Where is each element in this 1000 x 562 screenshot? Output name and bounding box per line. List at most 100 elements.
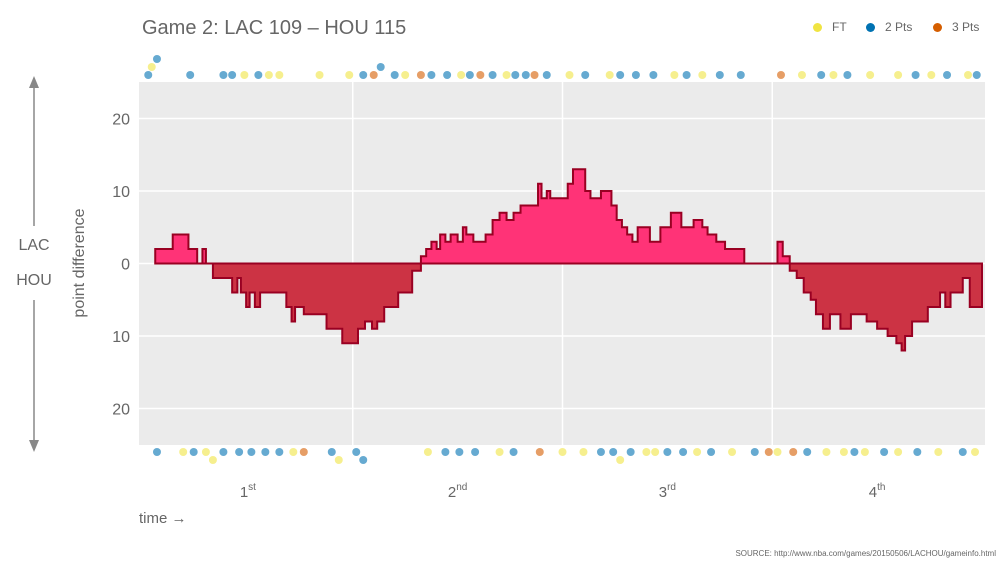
lac-score-dot-ft [502,71,511,79]
hou-score-dot-ft [971,448,980,456]
hou-score-dot-ft [822,448,831,456]
lac-score-dot-3pt [369,71,378,79]
hou-score-dot-ft [334,456,343,464]
legend-label-ft: FT [832,20,847,34]
quarter-label-4: 4th [869,482,886,501]
hou-score-dot-2pt [261,448,270,456]
lac-score-dot-2pt [254,71,263,79]
hou-score-dot-2pt [850,448,859,456]
hou-score-dot-ft [558,448,567,456]
hou-score-dot-ft [201,448,210,456]
lac-score-dot-2pt [228,71,237,79]
lac-score-dot-ft [457,71,466,79]
lac-score-dot-ft [401,71,410,79]
lac-lead-area [155,169,982,264]
lac-score-dot-2pt [152,55,161,63]
lac-score-dot-ft [315,71,324,79]
lac-score-dot-2pt [616,71,625,79]
hou-score-dot-2pt [663,448,672,456]
lac-score-dot-ft [829,71,838,79]
quarter-labels: 1st 2nd 3rd 4th [240,482,886,501]
hou-score-dot-2pt [707,448,716,456]
quarter-label-2: 2nd [448,482,467,501]
lac-score-dot-3pt [476,71,485,79]
y-tick-label: 20 [112,112,130,129]
lac-score-dot-2pt [542,71,551,79]
hou-score-dot-ft [860,448,869,456]
hou-score-dot-2pt [609,448,618,456]
lac-score-dot-2pt [443,71,452,79]
hou-score-dot-2pt [455,448,464,456]
lac-score-dot-ft [565,71,574,79]
lac-score-dot-2pt [682,71,691,79]
lac-score-dot-3pt [530,71,539,79]
lac-score-dot-2pt [511,71,520,79]
hou-score-dot-2pt [219,448,228,456]
hou-score-dot-2pt [471,448,480,456]
hou-score-dot-3pt [535,448,544,456]
lac-score-dot-2pt [219,71,228,79]
lac-score-dot-2pt [843,71,852,79]
lac-score-dot-2pt [911,71,920,79]
hou-score-dot-2pt [275,448,284,456]
source-note: SOURCE: http://www.nba.com/games/2015050… [735,549,996,558]
lac-score-dot-ft [147,63,156,71]
legend-item-2pts: 2 Pts [866,20,912,34]
hou-score-dot-2pt [352,448,361,456]
hou-score-dot-2pt [152,448,161,456]
lac-score-dot-2pt [649,71,658,79]
hou-score-dot-2pt [235,448,244,456]
y-tick-label: 20 [112,402,130,419]
chart-title: Game 2: LAC 109 – HOU 115 [142,17,407,39]
lac-score-dot-ft [927,71,936,79]
hou-score-dot-ft [651,448,660,456]
legend-dot-2pts [866,22,875,32]
lac-score-dot-ft [964,71,973,79]
hou-score-dot-ft [642,448,651,456]
lac-score-dot-2pt [186,71,195,79]
hou-score-dot-ft [179,448,188,456]
quarter-label-1: 1st [240,482,256,501]
lac-score-dot-2pt [488,71,497,79]
hou-score-dot-2pt [189,448,198,456]
lac-score-dot-ft [797,71,806,79]
lac-arrow-head [29,76,39,88]
lac-score-dot-ft [894,71,903,79]
team-label-top: LAC [18,237,50,254]
hou-score-dot-ft [728,448,737,456]
hou-score-dot-2pt [327,448,336,456]
y-tick-label: 10 [112,184,130,201]
lac-score-dot-2pt [631,71,640,79]
lac-score-dot-2pt [715,71,724,79]
hou-score-dot-2pt [958,448,967,456]
hou-score-dot-ft [495,448,504,456]
lac-score-dot-2pt [427,71,436,79]
legend-dot-3pts [933,22,942,32]
hou-score-dot-2pt [247,448,256,456]
lac-score-dot-2pt [521,71,530,79]
hou-score-dot-ft [289,448,298,456]
legend-label-2pts: 2 Pts [885,20,913,34]
lac-score-dot-ft [866,71,875,79]
hou-score-dot-ft [839,448,848,456]
lac-score-dot-2pt [581,71,590,79]
lac-score-dot-2pt [390,71,399,79]
hou-score-dot-2pt [913,448,922,456]
legend-item-ft: FT [813,20,847,34]
lac-score-dot-2pt [972,71,981,79]
hou-score-dot-3pt [789,448,798,456]
hou-score-dot-2pt [359,456,368,464]
quarter-label-3: 3rd [659,482,676,501]
lac-score-dot-2pt [376,63,385,71]
lac-score-dot-2pt [465,71,474,79]
hou-score-dot-3pt [299,448,308,456]
lac-score-dot-2pt [943,71,952,79]
hou-score-dot-2pt [803,448,812,456]
lac-score-dot-2pt [736,71,745,79]
y-axis-label: point difference [71,208,88,318]
lac-score-dot-3pt [776,71,785,79]
hou-score-dot-2pt [679,448,688,456]
hou-score-dot-2pt [441,448,450,456]
lac-score-dot-ft [698,71,707,79]
hou-score-dot-ft [894,448,903,456]
